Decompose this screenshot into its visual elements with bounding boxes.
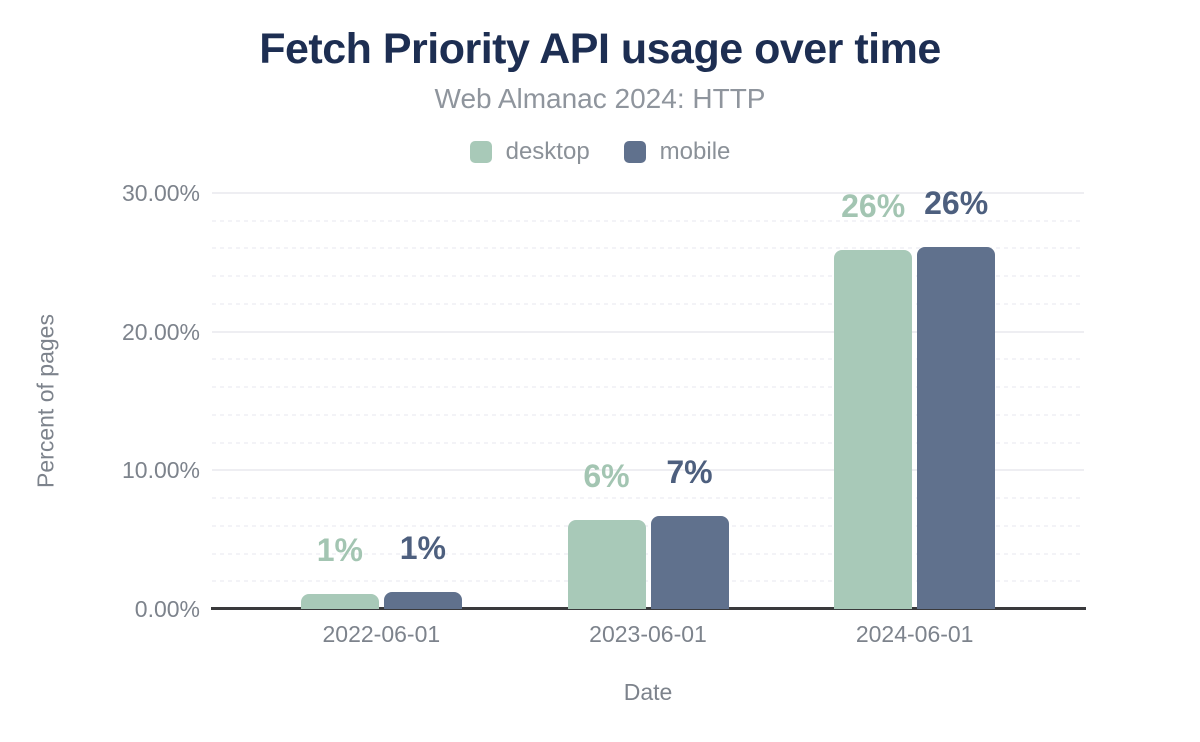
data-label-mobile-2023-06-01: 7% <box>666 454 713 490</box>
bar-mobile-2022-06-01[interactable] <box>383 592 462 609</box>
plot-area: 0.00% 10.00% 20.00% 30.00% 2022-06-01 1% 1% 202… <box>122 181 1086 647</box>
x-tick-label-2022-06-01: 2022-06-01 <box>322 621 441 647</box>
bar-group-2024-06-01-desktop: 26% <box>834 188 913 609</box>
legend-label-desktop: desktop <box>505 138 590 165</box>
bar-mobile-2023-06-01[interactable] <box>650 516 729 609</box>
legend-swatch-mobile-icon <box>623 141 646 163</box>
y-tick-label-0: 0.00% <box>134 596 200 622</box>
bar-group-2024-06-01-mobile: 26% <box>917 187 996 609</box>
legend-item-desktop[interactable]: desktop <box>469 138 590 166</box>
legend: desktop mobile <box>0 138 1200 166</box>
y-tick-label-10: 10.00% <box>121 457 200 484</box>
bar-desktop-2023-06-01[interactable] <box>567 520 646 609</box>
chart-subtitle: Web Almanac 2024: HTTP <box>434 83 766 114</box>
bar-mobile-2024-06-01[interactable] <box>917 247 996 609</box>
data-label-desktop-2023-06-01: 6% <box>583 458 630 494</box>
data-label-desktop-2024-06-01: 26% <box>841 188 906 224</box>
y-tick-label-20: 20.00% <box>121 318 200 345</box>
data-label-mobile-2024-06-01: 26% <box>924 185 989 221</box>
legend-swatch-desktop-icon <box>469 141 492 163</box>
bar-desktop-2022-06-01[interactable] <box>300 594 379 609</box>
bar-group-2023-06-01-desktop: 6% <box>567 193 646 609</box>
chart-title: Fetch Priority API usage over time <box>259 25 941 73</box>
y-tick-label-30: 30.00% <box>121 180 200 206</box>
data-label-desktop-2022-06-01: 1% <box>316 532 363 568</box>
bar-group-2022-06-01-desktop: 1% <box>300 193 379 609</box>
bar-desktop-2024-06-01[interactable] <box>834 250 913 609</box>
legend-item-mobile[interactable]: mobile <box>623 138 731 166</box>
data-label-mobile-2022-06-01: 1% <box>399 530 446 566</box>
x-axis-baseline <box>211 607 1086 610</box>
x-axis-title: Date <box>623 679 673 705</box>
bar-group-2022-06-01-mobile: 1% <box>383 193 462 609</box>
x-tick-label-2023-06-01: 2023-06-01 <box>589 621 707 647</box>
x-tick-label-2024-06-01: 2024-06-01 <box>855 621 974 647</box>
legend-label-mobile: mobile <box>659 138 731 165</box>
bar-group-2023-06-01-mobile: 7% <box>650 193 729 609</box>
y-axis-title: Percent of pages <box>32 314 59 488</box>
